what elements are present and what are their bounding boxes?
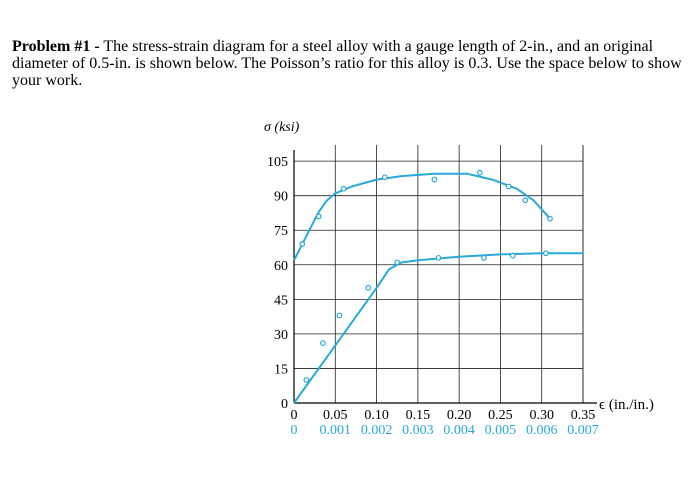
x-tick-label-bottom: 0.005 (485, 423, 517, 438)
y-tick-label: 45 (274, 293, 288, 308)
problem-text: The stress-strain diagram for a steel al… (12, 38, 682, 89)
data-point-bottom (435, 254, 442, 261)
x-tick-label-bottom: 0.006 (526, 423, 558, 438)
x-tick-label-bottom: 0.003 (402, 423, 434, 438)
x-tick-label-top: 0.10 (364, 408, 389, 423)
x-tick-labels-bottom: 0 0.001 0.002 0.003 0.004 0.005 0.006 0.007 (291, 423, 599, 438)
data-point-bottom (365, 284, 372, 291)
data-point-top (381, 174, 388, 181)
x-tick-label-top: 0.25 (488, 408, 513, 423)
x-tick-label-top: 0.15 (406, 408, 431, 423)
y-tick-label: 105 (267, 155, 288, 170)
series-line-bottom (293, 252, 583, 404)
y-tick-label: 15 (274, 362, 288, 377)
y-axis-label: σ (ksi) (264, 120, 300, 135)
data-point-bottom (509, 252, 516, 259)
data-point-bottom (542, 250, 549, 257)
data-point-top (431, 176, 438, 183)
data-points (299, 169, 553, 383)
data-point-top (522, 197, 529, 204)
data-point-bottom (336, 312, 343, 319)
x-tick-label-top: 0.20 (447, 408, 472, 423)
x-tick-label-bottom: 0.001 (320, 423, 352, 438)
data-point-bottom (303, 377, 310, 383)
x-tick-label-top: 0.35 (571, 408, 596, 423)
y-tick-label: 60 (274, 259, 288, 274)
x-axis-label: ϵ (in./in.) (599, 397, 654, 413)
grid (294, 145, 584, 403)
problem-heading: Problem #1 - (12, 38, 100, 55)
y-tick-labels: 105 90 75 60 45 30 15 0 (267, 155, 288, 412)
data-point-top (340, 185, 347, 192)
x-tick-label-top: 0.05 (323, 408, 348, 423)
x-tick-label-bottom: 0.004 (443, 423, 475, 438)
y-tick-label: 0 (281, 397, 288, 412)
x-tick-labels-top: 0 0.05 0.10 0.15 0.20 0.25 0.30 0.35 (291, 408, 596, 423)
y-tick-label: 75 (274, 224, 288, 239)
x-tick-label-top: 0 (291, 408, 298, 423)
series-line-top (293, 172, 551, 261)
data-point-top (315, 213, 322, 220)
data-point-bottom (320, 340, 326, 347)
y-tick-label: 90 (274, 190, 288, 205)
data-point-bottom (481, 254, 487, 261)
x-tick-label-bottom: 0.002 (361, 423, 393, 438)
data-point-bottom (394, 259, 401, 266)
x-tick-label-bottom: 0.007 (567, 423, 599, 438)
problem-statement: Problem #1 - The stress-strain diagram f… (12, 38, 682, 89)
x-tick-label-bottom: 0 (291, 423, 298, 438)
data-point-top (299, 241, 306, 247)
data-point-top (476, 169, 483, 176)
y-tick-label: 30 (274, 328, 288, 343)
axes (293, 150, 597, 404)
data-point-top (547, 215, 553, 222)
data-point-top (505, 183, 512, 190)
x-tick-label-top: 0.30 (529, 408, 554, 423)
